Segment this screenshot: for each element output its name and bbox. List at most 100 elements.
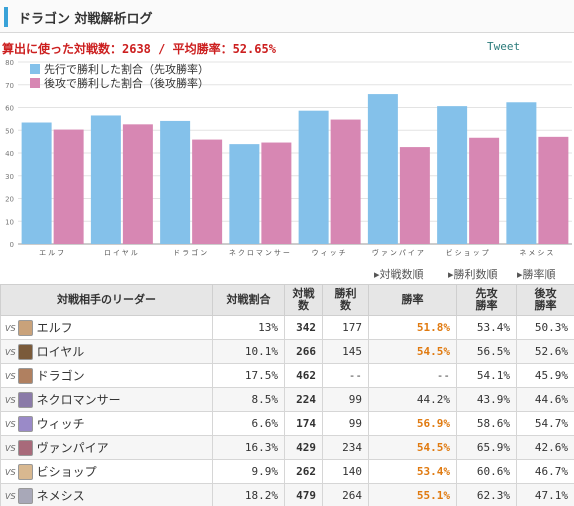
games-cell: 266 — [284, 339, 323, 364]
col-header-wins: 勝利数 — [322, 284, 369, 316]
first-rate-cell: 58.6% — [456, 411, 517, 436]
win-rate-cell: 55.1% — [368, 483, 457, 506]
bar-first — [21, 122, 52, 244]
x-tick-label: エルフ — [39, 249, 66, 257]
games-cell: 429 — [284, 435, 323, 460]
first-rate-cell: 60.6% — [456, 459, 517, 484]
second-rate-cell: 42.6% — [516, 435, 574, 460]
ratio-cell: 18.2% — [212, 483, 285, 506]
col-header-winrate-label: 勝率 — [401, 293, 424, 306]
vs-label: VS — [5, 468, 16, 477]
leader-name: ネクロマンサー — [36, 393, 121, 407]
games-cell: 462 — [284, 363, 323, 388]
col-header-first: 先攻 勝率 — [456, 284, 517, 316]
leader-name: ロイヤル — [36, 345, 85, 359]
second-rate-cell: 54.7% — [516, 411, 574, 436]
win-rate-cell: 44.2% — [368, 387, 457, 412]
second-rate-cell: 50.3% — [516, 315, 574, 340]
sort-by-games-label: 対戦数順 — [379, 268, 424, 281]
vs-label: VS — [5, 348, 16, 357]
win-rate-cell: 54.5% — [368, 339, 457, 364]
first-rate-cell: 56.5% — [456, 339, 517, 364]
y-tick-label: 40 — [5, 150, 14, 158]
legend-label: 先行で勝利した割合（先攻勝率） — [44, 62, 209, 76]
col-header-winrate: 勝率 — [368, 284, 457, 316]
ratio-cell: 13% — [212, 315, 285, 340]
leader-cell: VS ネメシス — [0, 483, 213, 506]
leader-avatar-icon — [17, 463, 33, 480]
games-cell: 262 — [284, 459, 323, 484]
leader-avatar-icon — [17, 487, 33, 504]
x-tick-label: ウィッチ — [312, 249, 348, 257]
leader-name: ウィッチ — [36, 417, 85, 431]
table-row: VS ドラゴン 17.5% 462 -- -- 54.1% 45.9% — [0, 363, 574, 388]
y-tick-label: 80 — [5, 59, 14, 67]
bar-second — [122, 124, 153, 244]
sort-by-games-link[interactable]: ▸対戦数順 — [374, 268, 424, 281]
win-rate-cell: 56.9% — [368, 411, 457, 436]
y-tick-label: 30 — [5, 173, 14, 181]
col-header-leader: 対戦相手のリーダー — [0, 284, 213, 316]
x-tick-label: ネメシス — [519, 249, 555, 257]
y-tick-label: 70 — [5, 82, 14, 90]
x-tick-label: ヴァンパイア — [372, 248, 426, 257]
tweet-link[interactable]: Tweet — [487, 40, 521, 53]
bar-second — [469, 137, 500, 244]
x-tick-label: ビショップ — [446, 248, 491, 257]
table-row: VS ネメシス 18.2% 479 264 55.1% 62.3% 47.1% — [0, 483, 574, 506]
col-header-leader-label: 対戦相手のリーダー — [57, 293, 156, 306]
games-cell: 224 — [284, 387, 323, 412]
wins-cell: 264 — [322, 483, 369, 506]
table-header-row: 対戦相手のリーダー 対戦割合 対戦数 勝利数 勝率 先攻 勝率 後攻 勝率 — [0, 284, 574, 316]
ratio-cell: 16.3% — [212, 435, 285, 460]
bar-first — [160, 120, 191, 244]
col-header-first-label: 先攻 勝率 — [475, 287, 498, 312]
second-rate-cell: 46.7% — [516, 459, 574, 484]
leader-cell: VS ウィッチ — [0, 411, 213, 436]
y-tick-label: 50 — [5, 127, 14, 135]
y-tick-label: 10 — [5, 218, 14, 226]
leader-avatar-icon — [17, 415, 33, 432]
y-tick-label: 20 — [5, 196, 14, 204]
matchup-table-body: VS エルフ 13% 342 177 51.8% 53.4% 50.3% VS ロイヤル 10.1%… — [0, 315, 574, 506]
leader-cell: VS ヴァンパイア — [0, 435, 213, 460]
leader-name: ビショップ — [36, 465, 97, 479]
table-row: VS ネクロマンサー 8.5% 224 99 44.2% 43.9% 44.6% — [0, 387, 574, 412]
ratio-cell: 8.5% — [212, 387, 285, 412]
col-header-games-label: 対戦数 — [292, 287, 315, 312]
legend-swatch — [30, 78, 40, 88]
col-header-second: 後攻 勝率 — [516, 284, 574, 316]
y-tick-label: 60 — [5, 105, 14, 113]
win-rate-cell: 51.8% — [368, 315, 457, 340]
wins-cell: 145 — [322, 339, 369, 364]
legend-label: 後攻で勝利した割合（後攻勝率） — [44, 76, 209, 90]
bar-second — [330, 119, 361, 244]
sort-by-wins-link[interactable]: ▸勝利数順 — [448, 268, 498, 281]
second-rate-cell: 44.6% — [516, 387, 574, 412]
leader-cell: VS エルフ — [0, 315, 213, 340]
ratio-cell: 6.6% — [212, 411, 285, 436]
matchup-table: 対戦相手のリーダー 対戦割合 対戦数 勝利数 勝率 先攻 勝率 後攻 勝率 VS エル… — [0, 284, 574, 506]
bar-second — [399, 147, 430, 244]
sort-by-winrate-link[interactable]: ▸勝率順 — [517, 268, 556, 281]
wins-cell: 99 — [322, 411, 369, 436]
bar-first — [298, 110, 329, 244]
bar-second — [192, 139, 223, 244]
wins-cell: 140 — [322, 459, 369, 484]
wins-cell: 99 — [322, 387, 369, 412]
sort-by-winrate-label: 勝率順 — [522, 268, 556, 281]
first-rate-cell: 62.3% — [456, 483, 517, 506]
x-tick-label: ロイヤル — [104, 249, 140, 257]
leader-name: ヴァンパイア — [36, 441, 109, 455]
wins-cell: -- — [322, 363, 369, 388]
first-rate-cell: 53.4% — [456, 315, 517, 340]
bar-first — [90, 115, 121, 245]
leader-cell: VS ドラゴン — [0, 363, 213, 388]
leader-cell: VS ビショップ — [0, 459, 213, 484]
header-accent-bar — [4, 7, 8, 27]
games-cell: 479 — [284, 483, 323, 506]
col-header-ratio: 対戦割合 — [212, 284, 285, 316]
table-row: VS ウィッチ 6.6% 174 99 56.9% 58.6% 54.7% — [0, 411, 574, 436]
table-row: VS ビショップ 9.9% 262 140 53.4% 60.6% 46.7% — [0, 459, 574, 484]
games-cell: 342 — [284, 315, 323, 340]
